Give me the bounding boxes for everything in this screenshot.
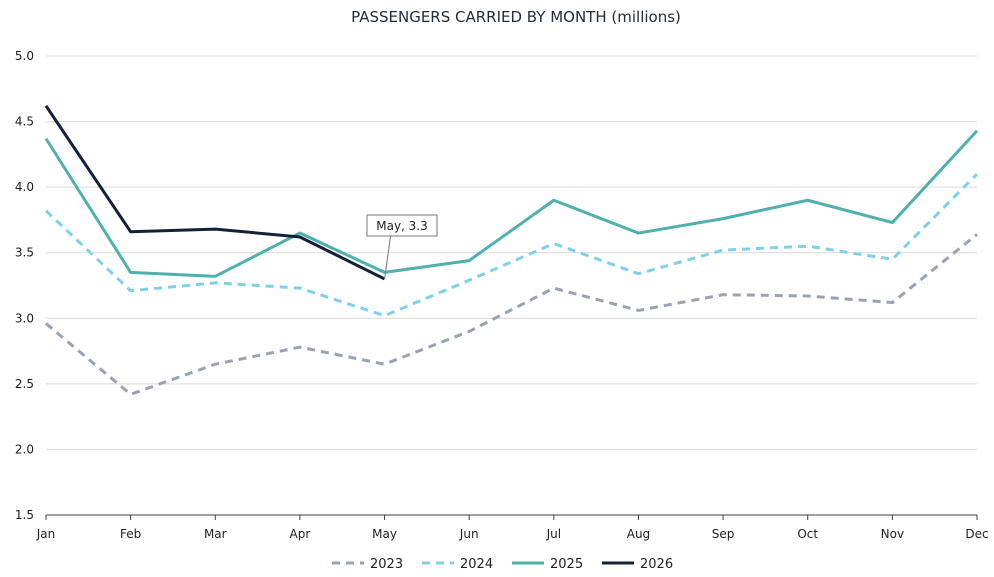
- x-tick-label: Jul: [546, 527, 561, 541]
- legend-item-2026[interactable]: 2026: [602, 557, 673, 572]
- legend[interactable]: 2023 2024 2025 2026: [332, 557, 673, 572]
- chart-title: PASSENGERS CARRIED BY MONTH (millions): [351, 8, 681, 26]
- y-tick-label: 1.5: [15, 508, 34, 522]
- legend-item-2023[interactable]: 2023: [332, 557, 403, 572]
- y-tick-label: 4.0: [15, 180, 34, 194]
- y-tick-label: 3.0: [15, 311, 34, 325]
- callout-box: [366, 214, 438, 237]
- series-line-2024: [44, 172, 979, 318]
- x-tick-label: Oct: [797, 527, 818, 541]
- legend-label: 2026: [640, 557, 673, 572]
- x-tick-label: Jun: [459, 527, 479, 541]
- legend-label: 2023: [370, 557, 403, 572]
- legend-label: 2025: [550, 557, 583, 572]
- y-tick-label: 5.0: [15, 49, 34, 63]
- x-tick-label: Mar: [204, 527, 227, 541]
- y-tick-label: 2.5: [15, 377, 34, 391]
- x-tick-label: Sep: [712, 527, 735, 541]
- callout-label: May, 3.3: [376, 219, 428, 233]
- x-axis: Jan Feb Mar Apr May Jun Jul Aug Sep Oct Nov Dec: [36, 514, 989, 541]
- x-tick-label: Feb: [120, 527, 141, 541]
- y-tick-label: 4.5: [15, 115, 34, 129]
- x-tick-label: Jan: [36, 527, 56, 541]
- x-tick-label: May: [372, 527, 397, 541]
- legend-item-2024[interactable]: 2024: [422, 557, 493, 572]
- series-line-2026: [44, 104, 386, 281]
- legend-label: 2024: [460, 557, 493, 572]
- series-lines: [44, 104, 979, 396]
- data-callout: May, 3.3: [366, 214, 438, 280]
- series-line-2023: [45, 233, 978, 396]
- series-line-2025: [44, 129, 979, 278]
- gridlines: [46, 55, 977, 450]
- x-tick-label: Aug: [627, 527, 650, 541]
- y-axis-ticks: 1.5 2.0 2.5 3.0 3.5 4.0 4.5 5.0: [15, 49, 34, 522]
- x-tick-label: Apr: [290, 527, 311, 541]
- x-tick-label: Dec: [965, 527, 988, 541]
- x-tick-label: Nov: [881, 527, 904, 541]
- y-tick-label: 3.5: [15, 246, 34, 260]
- legend-item-2025[interactable]: 2025: [512, 557, 583, 572]
- callout-leader: [384, 235, 392, 280]
- y-tick-label: 2.0: [15, 442, 34, 456]
